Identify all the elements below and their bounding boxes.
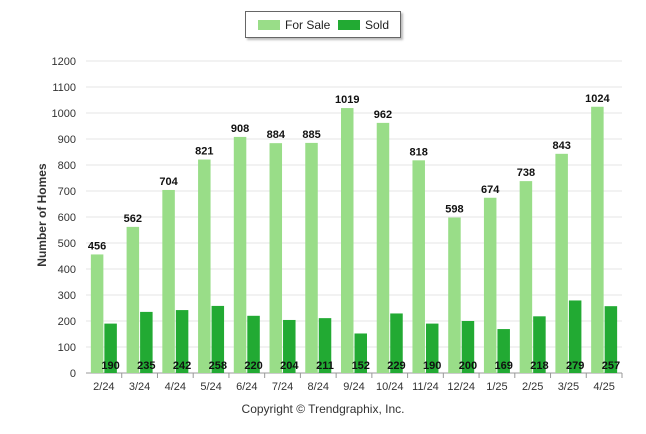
data-label-sold: 242 xyxy=(173,360,191,372)
y-tick-label: 300 xyxy=(58,290,76,302)
data-label-sold: 190 xyxy=(101,360,119,372)
bar-sold xyxy=(425,323,439,373)
y-tick-label: 800 xyxy=(58,160,76,172)
x-tick-label: 5/24 xyxy=(200,381,221,393)
bar-sold xyxy=(175,310,189,373)
bar-for-sale xyxy=(519,181,533,373)
legend: For Sale Sold xyxy=(245,11,401,38)
x-tick-label: 3/25 xyxy=(558,381,579,393)
legend-swatch-sold xyxy=(338,20,360,30)
bar-for-sale xyxy=(483,197,497,373)
bar-sold xyxy=(211,305,225,373)
x-tick-label: 8/24 xyxy=(308,381,329,393)
x-tick-label: 1/25 xyxy=(486,381,507,393)
x-tick-label: 10/24 xyxy=(376,381,404,393)
data-label-for-sale: 821 xyxy=(195,146,213,158)
y-tick-label: 900 xyxy=(58,134,76,146)
bar-sold xyxy=(604,306,618,373)
bar-for-sale xyxy=(591,106,604,373)
data-label-for-sale: 962 xyxy=(374,109,392,121)
x-tick-label: 2/25 xyxy=(522,381,543,393)
bar-sold xyxy=(497,329,510,373)
x-tick-label: 6/24 xyxy=(236,381,257,393)
bar-sold xyxy=(104,323,117,373)
data-label-for-sale: 1019 xyxy=(335,94,359,106)
bar-sold xyxy=(140,311,153,373)
bar-sold xyxy=(247,315,260,373)
legend-swatch-for-sale xyxy=(258,20,280,30)
data-label-for-sale: 738 xyxy=(517,167,535,179)
data-label-sold: 152 xyxy=(352,360,370,372)
bar-for-sale xyxy=(305,142,318,373)
y-tick-label: 1000 xyxy=(52,108,76,120)
bar-sold xyxy=(568,300,582,373)
data-label-for-sale: 885 xyxy=(302,129,320,141)
bar-sold xyxy=(533,316,546,373)
x-tick-label: 3/24 xyxy=(129,381,150,393)
data-label-sold: 258 xyxy=(209,360,227,372)
data-label-for-sale: 884 xyxy=(267,129,286,141)
y-tick-label: 1100 xyxy=(52,82,76,94)
x-tick-label: 4/25 xyxy=(593,381,614,393)
bar-for-sale xyxy=(162,189,175,373)
bar-sold xyxy=(354,333,367,373)
data-label-sold: 229 xyxy=(387,360,405,372)
data-label-for-sale: 456 xyxy=(88,240,106,252)
bar-for-sale xyxy=(233,136,247,373)
data-label-sold: 190 xyxy=(423,360,441,372)
data-label-for-sale: 598 xyxy=(445,204,463,216)
bar-for-sale xyxy=(90,254,104,373)
y-tick-label: 200 xyxy=(58,316,76,328)
legend-label-sold: Sold xyxy=(365,18,390,32)
data-label-sold: 235 xyxy=(137,360,155,372)
data-label-sold: 257 xyxy=(602,360,620,372)
data-label-for-sale: 1024 xyxy=(585,93,610,105)
data-label-sold: 200 xyxy=(459,360,477,372)
copyright: Copyright © Trendgraphix, Inc. xyxy=(241,402,405,416)
x-tick-label: 4/24 xyxy=(165,381,186,393)
data-label-for-sale: 843 xyxy=(552,140,570,152)
data-label-sold: 220 xyxy=(244,360,262,372)
data-label-for-sale: 704 xyxy=(159,176,178,188)
bar-for-sale xyxy=(126,226,140,373)
data-label-sold: 211 xyxy=(316,360,334,372)
x-tick-label: 12/24 xyxy=(447,381,475,393)
legend-label-for-sale: For Sale xyxy=(285,18,331,32)
data-label-sold: 169 xyxy=(495,360,513,372)
data-label-sold: 279 xyxy=(566,360,584,372)
bar-for-sale xyxy=(269,143,283,373)
bar-sold xyxy=(318,318,332,373)
y-tick-label: 500 xyxy=(58,238,76,250)
y-tick-label: 700 xyxy=(58,186,76,198)
bar-for-sale xyxy=(198,159,211,373)
legend-item-sold: Sold xyxy=(338,18,389,32)
data-label-sold: 218 xyxy=(530,360,548,372)
bar-for-sale xyxy=(376,122,390,373)
data-label-for-sale: 908 xyxy=(231,123,249,135)
x-tick-label: 11/24 xyxy=(412,381,439,393)
bar-for-sale xyxy=(412,160,425,373)
legend-item-for-sale: For Sale xyxy=(258,18,330,32)
y-tick-label: 600 xyxy=(58,212,76,224)
data-label-sold: 204 xyxy=(280,360,299,372)
data-label-for-sale: 818 xyxy=(410,146,428,158)
y-tick-label: 1200 xyxy=(52,56,76,68)
x-tick-label: 7/24 xyxy=(272,381,293,393)
data-label-for-sale: 674 xyxy=(481,184,500,196)
x-tick-label: 2/24 xyxy=(93,381,114,393)
bar-for-sale xyxy=(448,217,461,373)
bar-sold xyxy=(461,321,475,373)
bar-for-sale xyxy=(341,108,354,373)
y-axis-label: Number of Homes xyxy=(35,163,49,267)
data-label-for-sale: 562 xyxy=(124,213,142,225)
bar-sold xyxy=(390,313,403,373)
bar-sold xyxy=(283,319,296,373)
bar-for-sale xyxy=(555,153,568,373)
y-tick-label: 100 xyxy=(58,342,76,354)
y-tick-label: 0 xyxy=(70,368,76,380)
x-tick-label: 9/24 xyxy=(343,381,364,393)
y-tick-label: 400 xyxy=(58,264,76,276)
